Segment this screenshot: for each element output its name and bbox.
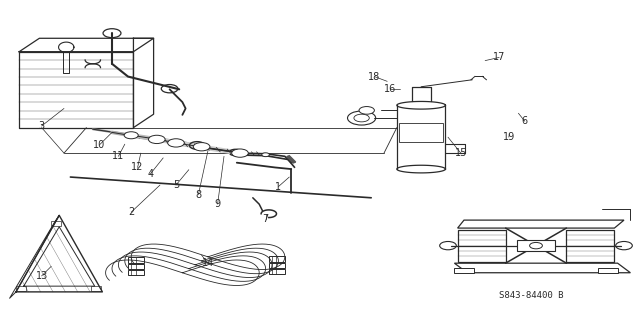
Text: 3: 3 [38, 121, 45, 131]
Text: 14: 14 [202, 258, 214, 268]
Circle shape [354, 114, 369, 122]
Bar [16, 286, 26, 291]
Bar [454, 268, 474, 273]
Text: 2: 2 [128, 207, 134, 217]
Bar [598, 268, 618, 273]
Bar [399, 123, 443, 142]
Circle shape [262, 153, 269, 157]
Circle shape [348, 111, 376, 125]
Text: 10: 10 [93, 140, 106, 150]
Text: 12: 12 [131, 162, 144, 173]
Text: 11: 11 [112, 151, 125, 161]
Bar [269, 269, 285, 274]
Text: 7: 7 [262, 213, 269, 224]
Text: 4: 4 [147, 169, 154, 179]
Circle shape [148, 135, 165, 144]
Bar [566, 230, 614, 262]
Bar [128, 264, 144, 269]
Text: 1: 1 [275, 182, 282, 192]
Text: S843-84400 B: S843-84400 B [499, 291, 563, 300]
Circle shape [124, 132, 138, 139]
Polygon shape [458, 220, 624, 228]
Text: 6: 6 [522, 116, 528, 126]
Circle shape [359, 107, 374, 114]
Circle shape [103, 29, 121, 38]
Bar [91, 286, 101, 291]
Text: 16: 16 [384, 84, 397, 94]
Circle shape [232, 149, 248, 157]
Bar [458, 230, 506, 262]
Bar [51, 221, 61, 226]
Circle shape [168, 139, 184, 147]
Polygon shape [454, 263, 630, 273]
Circle shape [530, 242, 543, 249]
Text: 19: 19 [502, 132, 515, 142]
Text: 13: 13 [35, 271, 48, 281]
Text: 18: 18 [368, 71, 381, 82]
Text: 15: 15 [454, 148, 467, 158]
Circle shape [440, 241, 456, 250]
Circle shape [616, 241, 632, 250]
Text: 8: 8 [195, 189, 202, 200]
Text: 9: 9 [214, 199, 221, 209]
Bar [128, 270, 144, 275]
Text: 17: 17 [493, 52, 506, 63]
Circle shape [193, 143, 210, 151]
Circle shape [161, 85, 178, 93]
Bar [269, 256, 285, 262]
Bar [128, 257, 144, 263]
Bar [269, 263, 285, 268]
Polygon shape [287, 156, 296, 163]
Polygon shape [517, 241, 555, 251]
Text: 5: 5 [173, 180, 179, 190]
